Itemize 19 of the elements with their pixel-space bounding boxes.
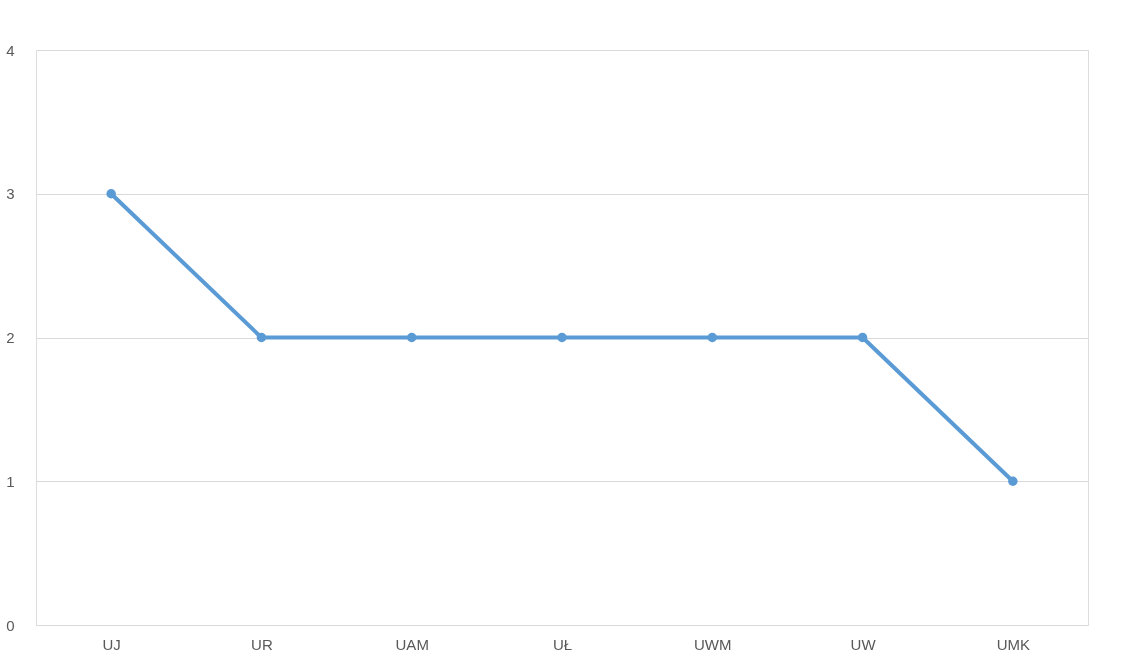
- point: [256, 332, 267, 343]
- point: [557, 332, 567, 343]
- y-tick-label: 1: [6, 472, 15, 490]
- y-tick-label: 3: [6, 185, 15, 203]
- x-tick-label: UW: [850, 635, 877, 653]
- x-tick-label: UMK: [996, 635, 1031, 653]
- y-tick-label: 4: [6, 41, 15, 59]
- point: [1008, 476, 1018, 486]
- x-tick-label: UR: [251, 635, 273, 653]
- x-tick-label: UJ: [102, 635, 121, 653]
- point: [707, 332, 718, 343]
- y-tick-label: 0: [6, 616, 15, 634]
- x-tick-label: UŁ: [552, 635, 573, 653]
- x-tick-label: UAM: [395, 635, 429, 653]
- point: [406, 332, 417, 343]
- point: [857, 332, 868, 343]
- x-tick-label: UWM: [694, 635, 732, 653]
- y-tick-label: 2: [6, 329, 15, 346]
- point: [106, 189, 116, 199]
